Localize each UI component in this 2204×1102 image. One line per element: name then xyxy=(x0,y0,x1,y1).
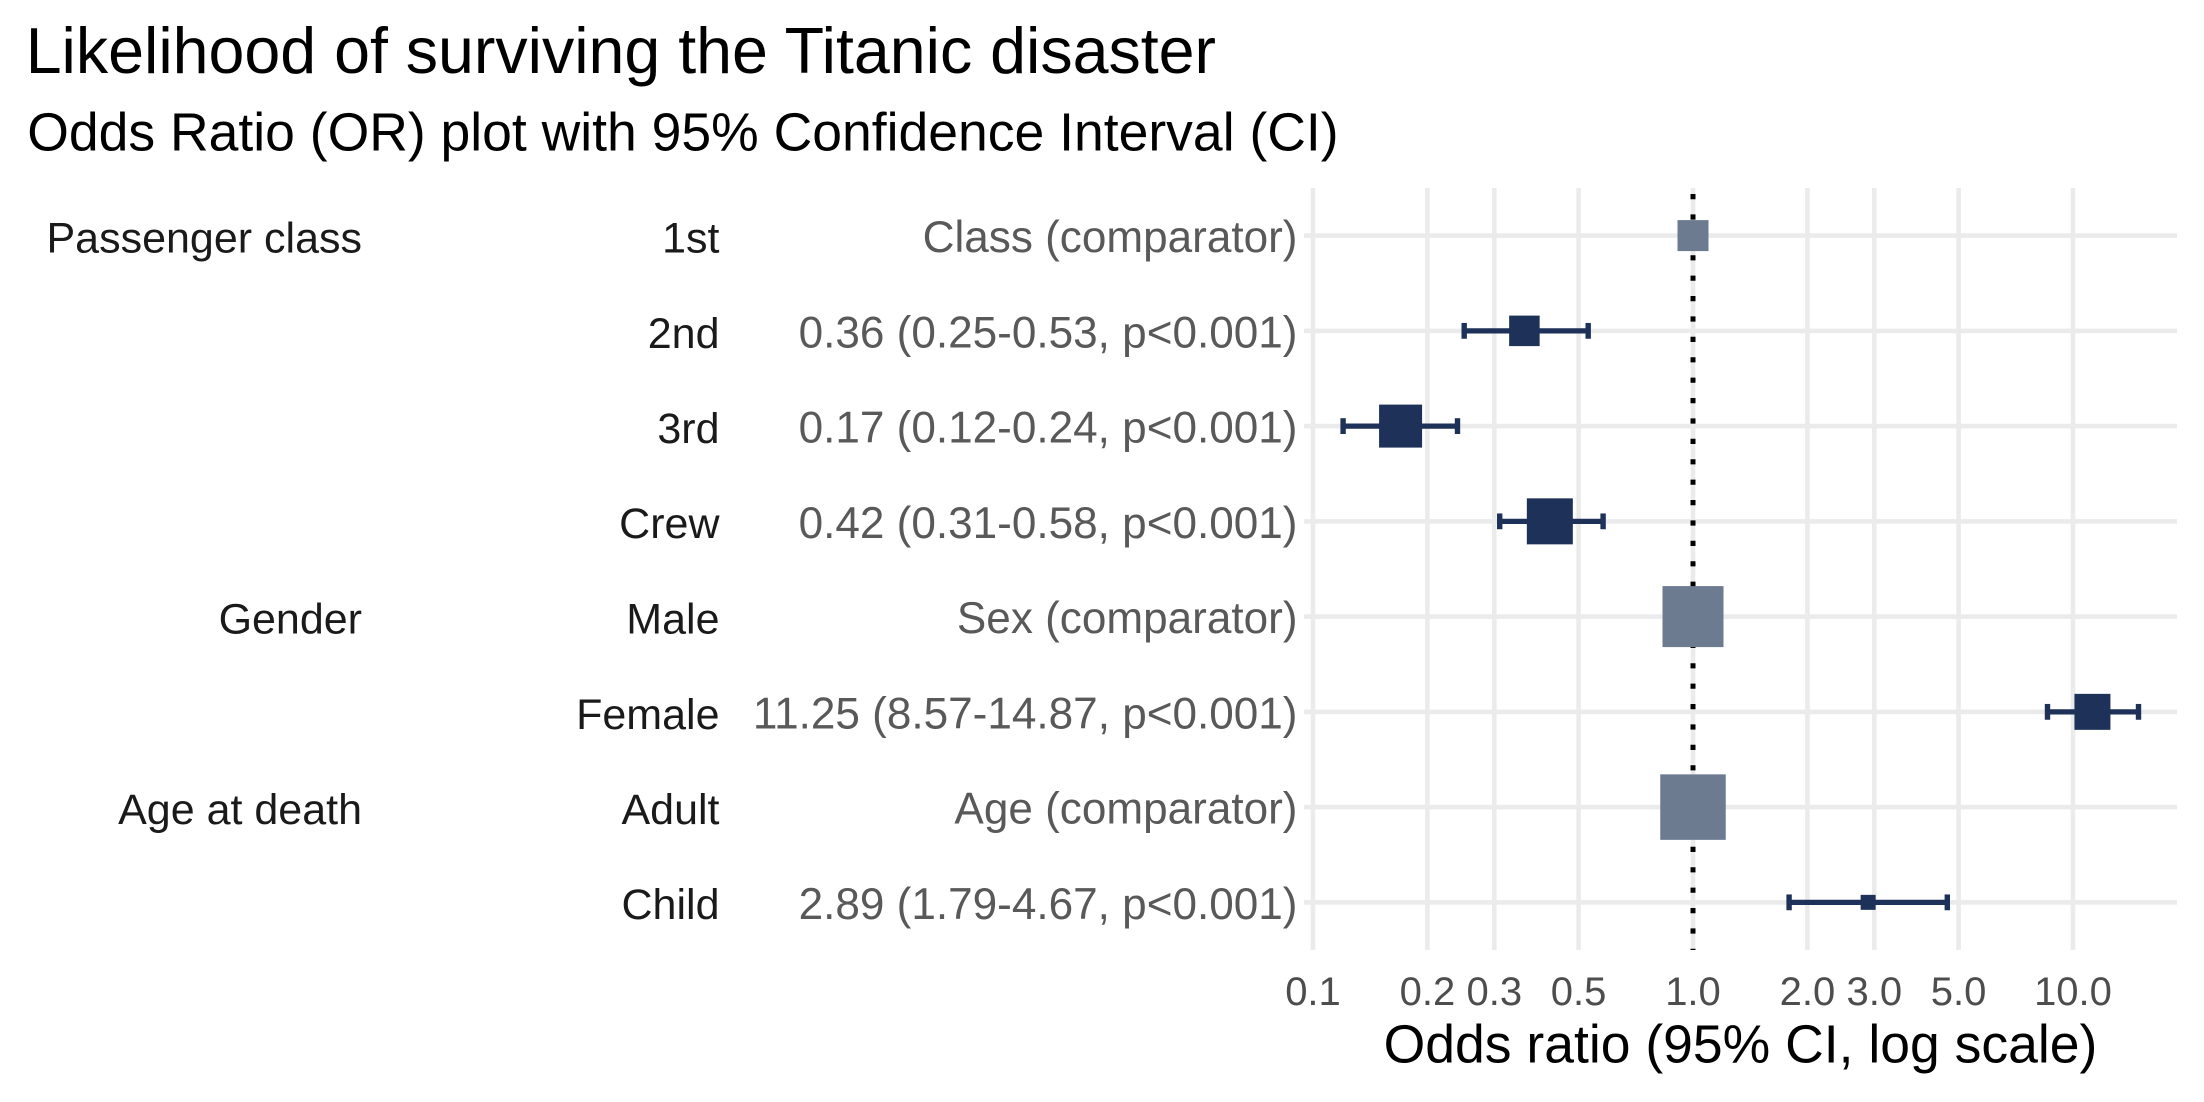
svg-text:1.0: 1.0 xyxy=(1665,970,1721,1014)
svg-text:Male: Male xyxy=(626,596,719,644)
svg-text:2.89 (1.79-4.67, p<0.001): 2.89 (1.79-4.67, p<0.001) xyxy=(799,880,1298,929)
svg-text:Age at death: Age at death xyxy=(118,786,362,834)
svg-text:Adult: Adult xyxy=(621,786,719,834)
svg-text:Odds Ratio (OR) plot with 95%: Odds Ratio (OR) plot with 95% Confidence… xyxy=(27,104,1338,163)
svg-text:1st: 1st xyxy=(662,215,719,263)
svg-text:5.0: 5.0 xyxy=(1931,970,1987,1014)
svg-text:Likelihood of surviving the Ti: Likelihood of surviving the Titanic disa… xyxy=(26,15,1216,87)
svg-text:10.0: 10.0 xyxy=(2034,970,2112,1014)
svg-text:Child: Child xyxy=(622,881,720,929)
svg-text:Gender: Gender xyxy=(219,596,362,644)
svg-text:2nd: 2nd xyxy=(648,310,720,358)
svg-text:Female: Female xyxy=(576,691,719,739)
svg-text:2.0: 2.0 xyxy=(1780,970,1836,1014)
svg-text:0.5: 0.5 xyxy=(1551,970,1607,1014)
svg-text:Class (comparator): Class (comparator) xyxy=(923,213,1298,262)
svg-text:3rd: 3rd xyxy=(657,405,719,453)
svg-text:0.17 (0.12-0.24, p<0.001): 0.17 (0.12-0.24, p<0.001) xyxy=(799,404,1298,453)
svg-text:11.25 (8.57-14.87, p<0.001): 11.25 (8.57-14.87, p<0.001) xyxy=(753,690,1298,739)
svg-text:Sex (comparator): Sex (comparator) xyxy=(957,594,1298,643)
svg-text:0.2: 0.2 xyxy=(1400,970,1456,1014)
svg-text:0.36 (0.25-0.53, p<0.001): 0.36 (0.25-0.53, p<0.001) xyxy=(799,309,1298,358)
svg-text:Passenger class: Passenger class xyxy=(47,215,363,263)
svg-text:0.1: 0.1 xyxy=(1285,970,1341,1014)
svg-text:3.0: 3.0 xyxy=(1846,970,1902,1014)
svg-text:Odds ratio (95% CI, log scale): Odds ratio (95% CI, log scale) xyxy=(1384,1015,2098,1074)
svg-text:Age (comparator): Age (comparator) xyxy=(954,785,1297,834)
svg-text:0.42 (0.31-0.58, p<0.001): 0.42 (0.31-0.58, p<0.001) xyxy=(799,499,1298,548)
svg-text:Crew: Crew xyxy=(619,500,720,548)
svg-text:0.3: 0.3 xyxy=(1466,970,1522,1014)
